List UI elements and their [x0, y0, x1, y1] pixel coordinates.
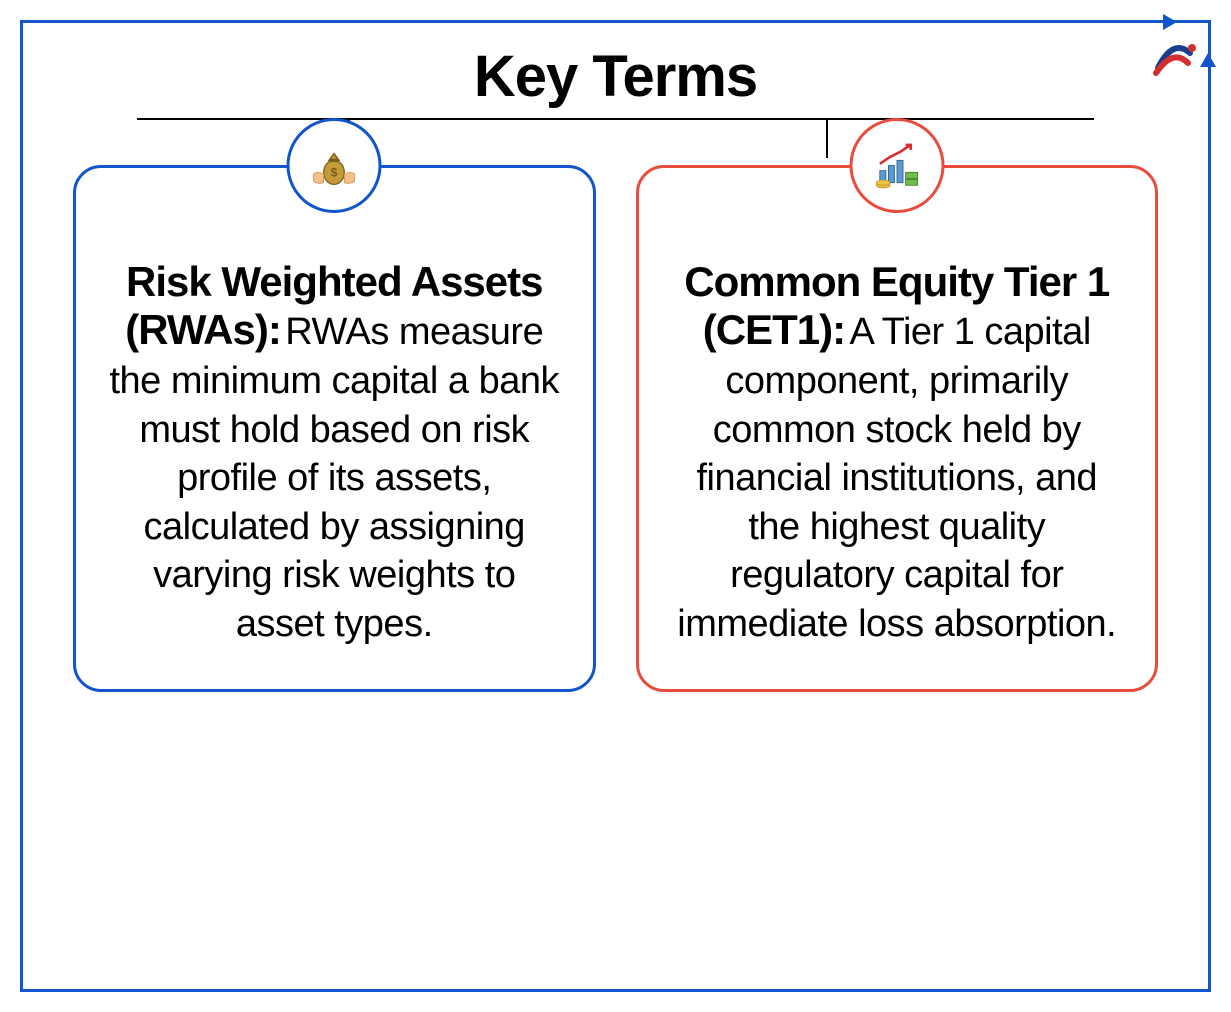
frame-arrow-top [1163, 14, 1177, 30]
icon-circle-cet1 [849, 118, 944, 213]
connector-line-right [826, 118, 828, 158]
outer-frame: Key Terms $ Risk Weighted Assets (RWAs):… [20, 20, 1211, 992]
card-body: A Tier 1 capital component, primarily co… [677, 311, 1116, 645]
card-cet1: Common Equity Tier 1 (CET1): A Tier 1 ca… [636, 165, 1159, 692]
card-content: Common Equity Tier 1 (CET1): A Tier 1 ca… [669, 258, 1126, 649]
brand-logo [1148, 33, 1198, 83]
money-bag-hands-icon: $ [307, 138, 362, 193]
frame-arrow-right [1200, 53, 1216, 67]
cards-container: $ Risk Weighted Assets (RWAs): RWAs meas… [53, 165, 1178, 692]
icon-circle-rwa: $ [287, 118, 382, 213]
svg-text:$: $ [331, 166, 338, 180]
card-body: RWAs measure the minimum capital a bank … [109, 311, 559, 645]
logo-icon [1148, 33, 1198, 83]
growth-chart-coins-icon [869, 138, 924, 193]
card-content: Risk Weighted Assets (RWAs): RWAs measur… [106, 258, 563, 649]
card-rwa: $ Risk Weighted Assets (RWAs): RWAs meas… [73, 165, 596, 692]
page-title: Key Terms [53, 43, 1178, 110]
title-underline [137, 118, 1093, 120]
